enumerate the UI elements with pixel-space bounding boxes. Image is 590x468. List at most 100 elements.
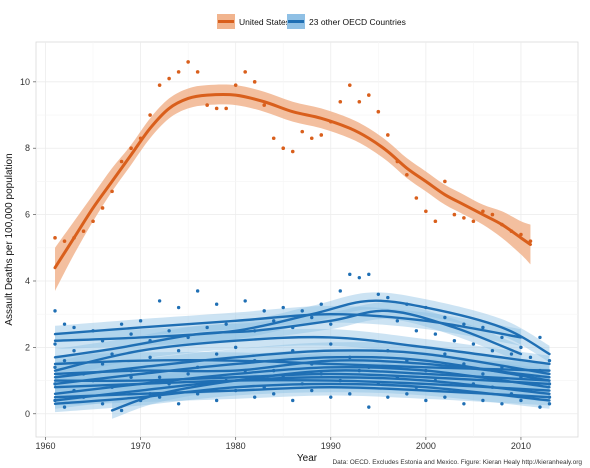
other-data-point xyxy=(519,398,523,403)
other-data-point xyxy=(300,309,304,313)
other-data-point xyxy=(547,358,552,363)
other-data-point xyxy=(53,365,57,369)
y-axis: 0 2 4 6 8 10 xyxy=(20,77,36,419)
other-data-point xyxy=(528,355,533,360)
other-data-point xyxy=(205,325,209,330)
us-data-point xyxy=(62,239,67,243)
other-data-point xyxy=(386,395,390,399)
us-data-point xyxy=(424,209,428,214)
other-data-point xyxy=(310,315,314,320)
y-axis-title: Assault Deaths per 100,000 population xyxy=(4,153,15,325)
us-data-point xyxy=(81,229,86,234)
other-data-point xyxy=(110,352,114,356)
us-data-point xyxy=(243,70,247,74)
other-data-point xyxy=(462,322,466,326)
us-data-point xyxy=(214,106,219,111)
us-data-point xyxy=(129,146,133,151)
other-trend-line xyxy=(53,372,551,386)
us-data-point xyxy=(290,149,295,154)
other-data-point xyxy=(433,332,438,336)
us-data-point xyxy=(167,76,171,81)
us-data-point xyxy=(405,172,409,177)
us-data-point xyxy=(195,70,200,74)
other-data-point xyxy=(119,408,124,413)
other-data-point xyxy=(481,325,485,330)
us-data-point xyxy=(157,83,162,87)
other-data-point xyxy=(214,352,219,356)
other-confidence-band xyxy=(55,328,550,379)
other-data-point xyxy=(338,289,342,293)
us-data-point xyxy=(490,212,495,217)
other-data-point xyxy=(186,372,190,376)
us-data-point xyxy=(53,236,57,240)
other-trend-line xyxy=(53,382,551,406)
other-data-point xyxy=(547,402,552,406)
legend-label: United States xyxy=(239,17,290,27)
legend-label: 23 other OECD Countries xyxy=(309,17,406,27)
other-data-point xyxy=(253,395,257,399)
x-tick-label: 2010 xyxy=(511,441,531,451)
y-tick-label: 2 xyxy=(25,342,30,352)
us-data-point xyxy=(386,133,390,137)
other-data-point xyxy=(357,275,361,280)
us-data-point xyxy=(319,133,324,137)
other-data-point xyxy=(310,388,314,393)
other-data-point xyxy=(53,342,57,346)
us-data-point xyxy=(119,159,124,164)
x-tick-label: 2000 xyxy=(416,441,436,451)
other-trend-line xyxy=(53,355,551,386)
other-data-point xyxy=(500,402,504,406)
other-data-point xyxy=(100,402,105,406)
us-data-point xyxy=(252,80,257,84)
other-data-point xyxy=(157,299,162,303)
us-data-point xyxy=(452,212,457,217)
other-trend-line xyxy=(53,378,551,392)
x-tick-label: 1990 xyxy=(321,441,341,451)
other-data-point xyxy=(319,302,323,306)
other-trend-line xyxy=(53,299,551,356)
other-data-point xyxy=(414,329,419,333)
other-data-point xyxy=(452,339,457,343)
other-trend-line xyxy=(53,359,551,372)
other-data-point xyxy=(348,392,352,396)
other-data-point xyxy=(62,322,67,326)
other-data-point xyxy=(176,305,181,310)
caption: Data: OECD. Excludes Estonia and Mexico.… xyxy=(332,459,582,466)
other-data-point xyxy=(62,405,67,409)
us-trend-line xyxy=(53,92,532,270)
us-data-point xyxy=(262,103,267,107)
us-data-point xyxy=(414,196,419,200)
other-data-point xyxy=(195,289,200,293)
other-data-point xyxy=(176,402,181,406)
other-data-point xyxy=(233,345,238,350)
other-data-point xyxy=(272,392,276,396)
other-data-point xyxy=(405,392,409,396)
us-data-point xyxy=(110,189,114,194)
us-data-point xyxy=(224,106,228,111)
other-data-point xyxy=(376,292,381,296)
x-tick-label: 1980 xyxy=(226,441,246,451)
other-data-point xyxy=(519,345,523,350)
us-data-point xyxy=(91,219,95,224)
other-data-point xyxy=(329,395,333,399)
other-data-point xyxy=(62,358,67,363)
y-tick-label: 8 xyxy=(25,143,30,153)
us-data-point xyxy=(300,129,305,134)
other-data-point xyxy=(119,322,124,326)
other-data-point xyxy=(138,319,143,323)
other-data-point xyxy=(53,309,57,313)
other-data-point xyxy=(100,362,105,366)
other-data-point xyxy=(129,375,133,379)
x-axis: 1960 1970 1980 1990 2000 2010 xyxy=(35,437,531,451)
other-data-point xyxy=(367,272,371,277)
x-axis-title: Year xyxy=(297,453,318,464)
other-data-point xyxy=(243,299,247,303)
us-data-point xyxy=(462,216,466,220)
y-tick-label: 10 xyxy=(20,77,30,87)
other-data-point xyxy=(329,342,333,346)
us-data-point xyxy=(357,99,362,104)
us-data-point xyxy=(367,93,371,97)
other-data-point xyxy=(424,398,428,403)
other-data-point xyxy=(224,322,228,326)
